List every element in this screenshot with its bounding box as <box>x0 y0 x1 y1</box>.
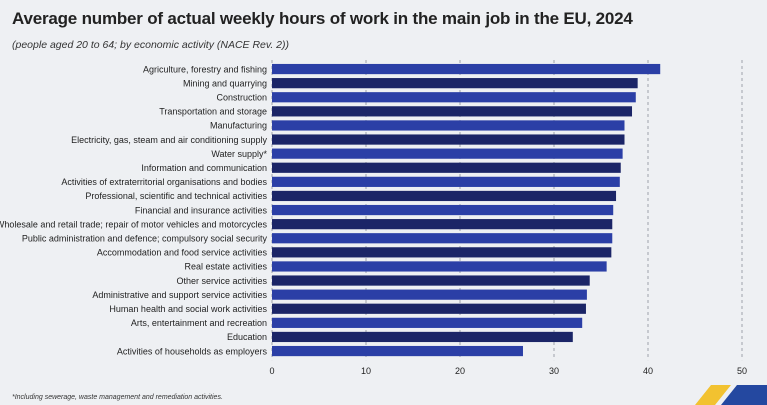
bar <box>272 303 586 314</box>
bar <box>272 63 661 75</box>
category-labels: Agriculture, forestry and fishing Mining … <box>0 64 268 356</box>
chart-title: Average number of actual weekly hours of… <box>12 9 633 28</box>
bar <box>272 275 590 286</box>
category-label: Public administration and defence; compu… <box>22 233 268 243</box>
x-tick-label: 50 <box>737 366 747 376</box>
x-tick-label: 40 <box>643 366 653 376</box>
category-label: Activities of extraterritorial organisat… <box>61 177 267 187</box>
category-label: Activities of households as employers <box>117 346 268 356</box>
bar <box>272 162 621 173</box>
category-label: Electricity, gas, steam and air conditio… <box>71 135 267 145</box>
footnote: *Including sewerage, waste management an… <box>12 394 223 401</box>
bar <box>272 204 614 216</box>
category-label: Human health and social work activities <box>109 304 267 314</box>
category-label: Education <box>227 332 267 342</box>
bar <box>272 289 587 300</box>
bar <box>272 92 636 103</box>
chart-subtitle: (people aged 20 to 64; by economic activ… <box>12 39 290 51</box>
category-label: Financial and insurance activities <box>135 205 268 215</box>
bar <box>272 134 625 145</box>
bar <box>272 233 613 244</box>
category-label: Water supply* <box>211 149 267 159</box>
bar <box>272 106 633 117</box>
bar <box>272 317 583 328</box>
bar <box>272 345 523 357</box>
category-label: Accommodation and food service activitie… <box>97 248 268 258</box>
logo-yellow-shape <box>695 385 731 405</box>
eurostat-logo-icon <box>695 385 767 405</box>
category-label: Information and communication <box>141 163 267 173</box>
bar <box>272 261 607 272</box>
category-label: Transportation and storage <box>159 107 267 117</box>
category-label: Other service activities <box>176 276 267 286</box>
category-label: Construction <box>216 92 267 102</box>
bar <box>272 331 573 343</box>
x-tick-label: 30 <box>549 366 559 376</box>
category-label: Manufacturing <box>210 121 267 131</box>
bar-chart: Agriculture, forestry and fishing Mining … <box>0 60 747 376</box>
logo-blue-shape <box>721 385 767 405</box>
x-axis-ticks: 0 10 20 30 40 50 <box>269 366 747 376</box>
category-label: Agriculture, forestry and fishing <box>143 64 267 74</box>
bar <box>272 190 617 202</box>
category-label: Mining and quarrying <box>183 78 267 88</box>
bar <box>272 247 612 258</box>
bar <box>272 120 625 131</box>
category-label: Administrative and support service activ… <box>92 290 267 300</box>
category-label: Wholesale and retail trade; repair of mo… <box>0 219 268 229</box>
bar <box>272 148 623 159</box>
bar <box>272 78 638 89</box>
category-label: Real estate activities <box>184 262 267 272</box>
x-tick-label: 10 <box>361 366 371 376</box>
x-tick-label: 20 <box>455 366 465 376</box>
bar <box>272 176 620 187</box>
bar <box>272 219 613 230</box>
category-label: Professional, scientific and technical a… <box>85 191 267 201</box>
bars <box>272 63 661 357</box>
x-tick-label: 0 <box>269 366 274 376</box>
category-label: Arts, entertainment and recreation <box>131 318 267 328</box>
